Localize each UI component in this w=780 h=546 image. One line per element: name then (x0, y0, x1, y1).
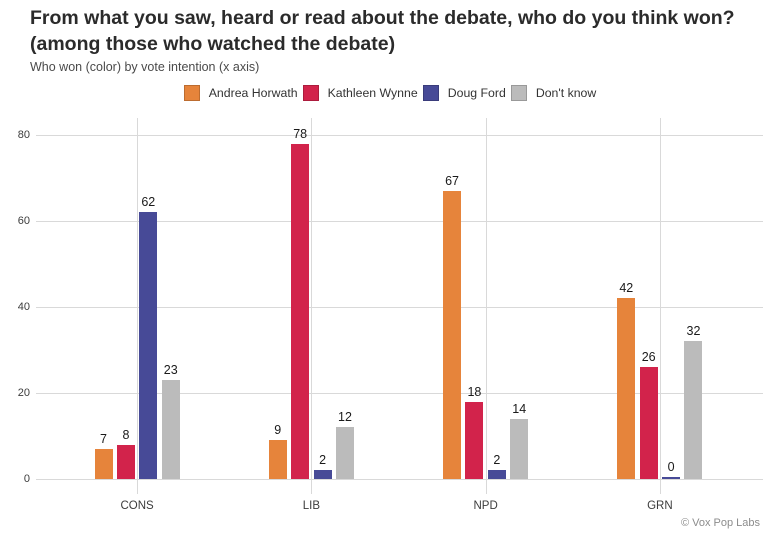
legend: Andrea Horwath Kathleen Wynne Doug Ford Don… (0, 83, 780, 103)
gridline-v (659, 118, 661, 494)
bar-value-label: 42 (619, 281, 634, 296)
bar-value-label: 8 (122, 427, 130, 442)
legend-swatch-doug-ford (422, 85, 439, 101)
chart-title: From what you saw, heard or read about t… (30, 7, 735, 55)
bar-npd-0 (443, 190, 462, 479)
y-axis-tick-label: 0 (23, 473, 30, 485)
bar-grn-0 (617, 298, 636, 479)
bar-cons-0 (94, 448, 113, 479)
bar-lib-0 (268, 440, 287, 479)
legend-label: Andrea Horwath (208, 86, 298, 100)
copyright-credit: © Vox Pop Labs (680, 517, 760, 529)
legend-item: Doug Ford (422, 85, 506, 101)
gridline-v (137, 118, 139, 494)
legend-label: Kathleen Wynne (327, 86, 418, 100)
legend-label: Doug Ford (447, 86, 506, 100)
gridline-v (485, 118, 487, 494)
legend-item: Don't know (510, 85, 597, 101)
bar-value-label: 78 (293, 126, 308, 141)
legend-item: Kathleen Wynne (302, 85, 418, 101)
bar-value-label: 2 (319, 453, 327, 468)
x-axis-category-label: LIB (302, 500, 320, 512)
chart-subtitle: Who won (color) by vote intention (x axi… (30, 60, 260, 74)
bar-npd-2 (487, 470, 506, 479)
bar-value-label: 7 (100, 431, 107, 446)
bar-grn-1 (639, 367, 658, 479)
bar-value-label: 18 (467, 384, 482, 399)
bar-cons-3 (161, 380, 180, 479)
x-axis-category-label: GRN (647, 500, 673, 512)
bar-cons-1 (116, 444, 135, 479)
y-axis-tick-label: 40 (17, 301, 30, 313)
bar-value-label: 0 (667, 459, 675, 474)
bar-value-label: 12 (338, 410, 352, 425)
bar-cons-2 (139, 212, 158, 479)
legend-item: Andrea Horwath (183, 85, 298, 101)
gridline-h (36, 135, 763, 136)
bar-value-label: 2 (493, 453, 501, 468)
bar-grn-3 (684, 341, 703, 479)
bar-npd-1 (465, 401, 484, 479)
x-axis-category-label: CONS (120, 500, 154, 512)
bar-lib-3 (335, 427, 354, 479)
bar-value-label: 26 (641, 350, 656, 365)
legend-label: Don't know (535, 86, 597, 100)
x-axis-category-label: NPD (473, 500, 498, 512)
legend-swatch-don-t-know (510, 85, 527, 101)
gridline-h (36, 393, 763, 394)
gridline-v (311, 118, 313, 494)
bar-npd-3 (510, 418, 529, 479)
legend-swatch-andrea-horwath (183, 85, 200, 101)
bar-value-label: 23 (163, 363, 178, 378)
bar-value-label: 14 (512, 401, 527, 416)
bar-lib-2 (313, 470, 332, 479)
y-axis-tick-label: 20 (17, 387, 30, 399)
gridline-h (36, 221, 763, 222)
gridline-h (36, 479, 763, 480)
bar-grn-2 (662, 476, 681, 479)
bar-value-label: 32 (686, 324, 701, 339)
bar-lib-1 (291, 143, 310, 479)
gridline-h (36, 307, 763, 308)
bar-value-label: 62 (141, 195, 156, 210)
legend-swatch-kathleen-wynne (302, 85, 319, 101)
bar-value-label: 67 (445, 173, 459, 188)
y-axis-tick-label: 80 (17, 129, 30, 141)
bar-value-label: 9 (274, 423, 282, 438)
y-axis-tick-label: 60 (17, 215, 30, 227)
